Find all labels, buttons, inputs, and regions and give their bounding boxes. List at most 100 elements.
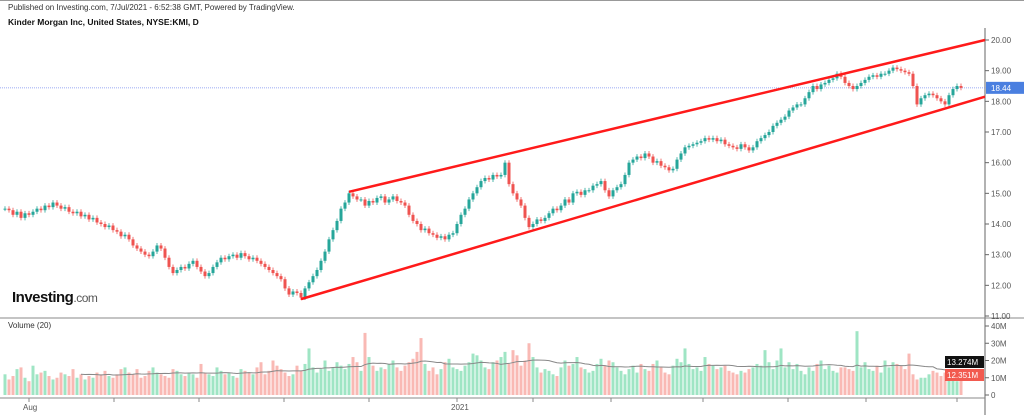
candle-body: [3, 208, 7, 210]
candle-body: [599, 181, 603, 185]
last-price-tag: [986, 81, 1024, 94]
volume-bar: [783, 367, 787, 395]
volume-bar: [203, 372, 207, 395]
candle-body: [427, 228, 431, 234]
volume-bar: [95, 372, 99, 395]
candle-body: [503, 162, 507, 175]
candle-body: [851, 86, 855, 90]
candle-body: [699, 141, 703, 143]
candle-body: [807, 92, 811, 99]
volume-bar: [951, 379, 955, 395]
volume-bar: [671, 365, 675, 395]
volume-bar: [75, 377, 79, 395]
candle-body: [235, 254, 239, 258]
candle-body: [67, 207, 71, 212]
candle-body: [951, 89, 955, 96]
price-tick-label: 11.00: [991, 312, 1011, 321]
candle-body: [111, 225, 115, 231]
candle-body: [831, 78, 835, 80]
candle-body: [923, 95, 927, 99]
volume-bar: [767, 362, 771, 395]
volume-bar: [459, 370, 463, 395]
volume-bar: [935, 372, 939, 395]
volume-bar: [415, 351, 419, 395]
candle-body: [895, 67, 899, 70]
volume-bar: [187, 372, 191, 395]
candle-body: [15, 211, 19, 215]
time-tick-label: 2021: [451, 403, 469, 412]
candle-body: [203, 271, 207, 277]
volume-bar: [923, 377, 927, 395]
candle-body: [959, 86, 963, 88]
candle-body: [563, 199, 567, 206]
volume-bar: [619, 370, 623, 395]
volume-bar: [527, 343, 531, 395]
volume-bar: [583, 369, 587, 395]
volume-bar: [39, 372, 43, 395]
candle-body: [443, 236, 447, 240]
candle-body: [843, 76, 847, 83]
candle-body: [735, 147, 739, 149]
candle-body: [763, 135, 767, 139]
volume-bar: [843, 367, 847, 395]
volume-bar: [763, 350, 767, 395]
volume-bar: [347, 363, 351, 395]
volume-bar: [407, 362, 411, 395]
volume-bar: [283, 372, 287, 395]
candle-body: [359, 199, 363, 201]
volume-bar: [623, 374, 627, 395]
volume-bar: [711, 365, 715, 395]
volume-tick-label: 30M: [991, 339, 1007, 348]
candle-body: [891, 67, 895, 71]
volume-bar: [439, 369, 443, 395]
volume-bar: [335, 362, 339, 395]
volume-bar: [467, 362, 471, 395]
candle-body: [231, 254, 235, 257]
candle-body: [143, 251, 147, 255]
candle-body: [767, 132, 771, 136]
volume-bar: [167, 377, 171, 395]
volume-bar: [151, 367, 155, 395]
volume-bar: [795, 363, 799, 395]
candle-body: [779, 119, 783, 123]
volume-bar: [115, 374, 119, 395]
candle-body: [619, 184, 623, 188]
volume-bar: [79, 374, 83, 395]
candle-body: [87, 214, 91, 220]
volume-bar: [883, 360, 887, 395]
volume-pane-label: Volume (20): [8, 321, 52, 330]
candle-body: [107, 225, 111, 228]
volume-bar: [907, 353, 911, 395]
candle-body: [395, 196, 399, 201]
price-tick-label: 16.00: [991, 159, 1012, 168]
last-price-label: 18.44: [991, 84, 1012, 93]
volume-bar: [427, 370, 431, 395]
candle-body: [747, 147, 751, 151]
candle-body: [271, 270, 275, 274]
candle-body: [391, 196, 395, 200]
candle-body: [191, 260, 195, 264]
candle-body: [863, 79, 867, 83]
volume-bar: [363, 332, 367, 395]
volume-bar: [463, 365, 467, 395]
candle-body: [139, 248, 143, 252]
candle-body: [847, 82, 851, 86]
candle-body: [319, 260, 323, 270]
volume-bar: [315, 372, 319, 395]
volume-bar: [179, 374, 183, 395]
candle-body: [375, 197, 379, 203]
candle-body: [887, 70, 891, 74]
volume-bar: [811, 370, 815, 395]
candle-body: [803, 98, 807, 105]
candle-body: [795, 104, 799, 108]
candle-body: [499, 174, 503, 177]
candle-body: [587, 190, 591, 192]
volume-tick-label: 10M: [991, 374, 1007, 383]
candle-body: [491, 174, 495, 180]
volume-bar: [255, 367, 259, 395]
volume-bar: [531, 357, 535, 395]
volume-bar: [419, 338, 423, 395]
chart-title: Kinder Morgan Inc, United States, NYSE:K…: [8, 17, 199, 27]
volume-bar: [643, 369, 647, 395]
